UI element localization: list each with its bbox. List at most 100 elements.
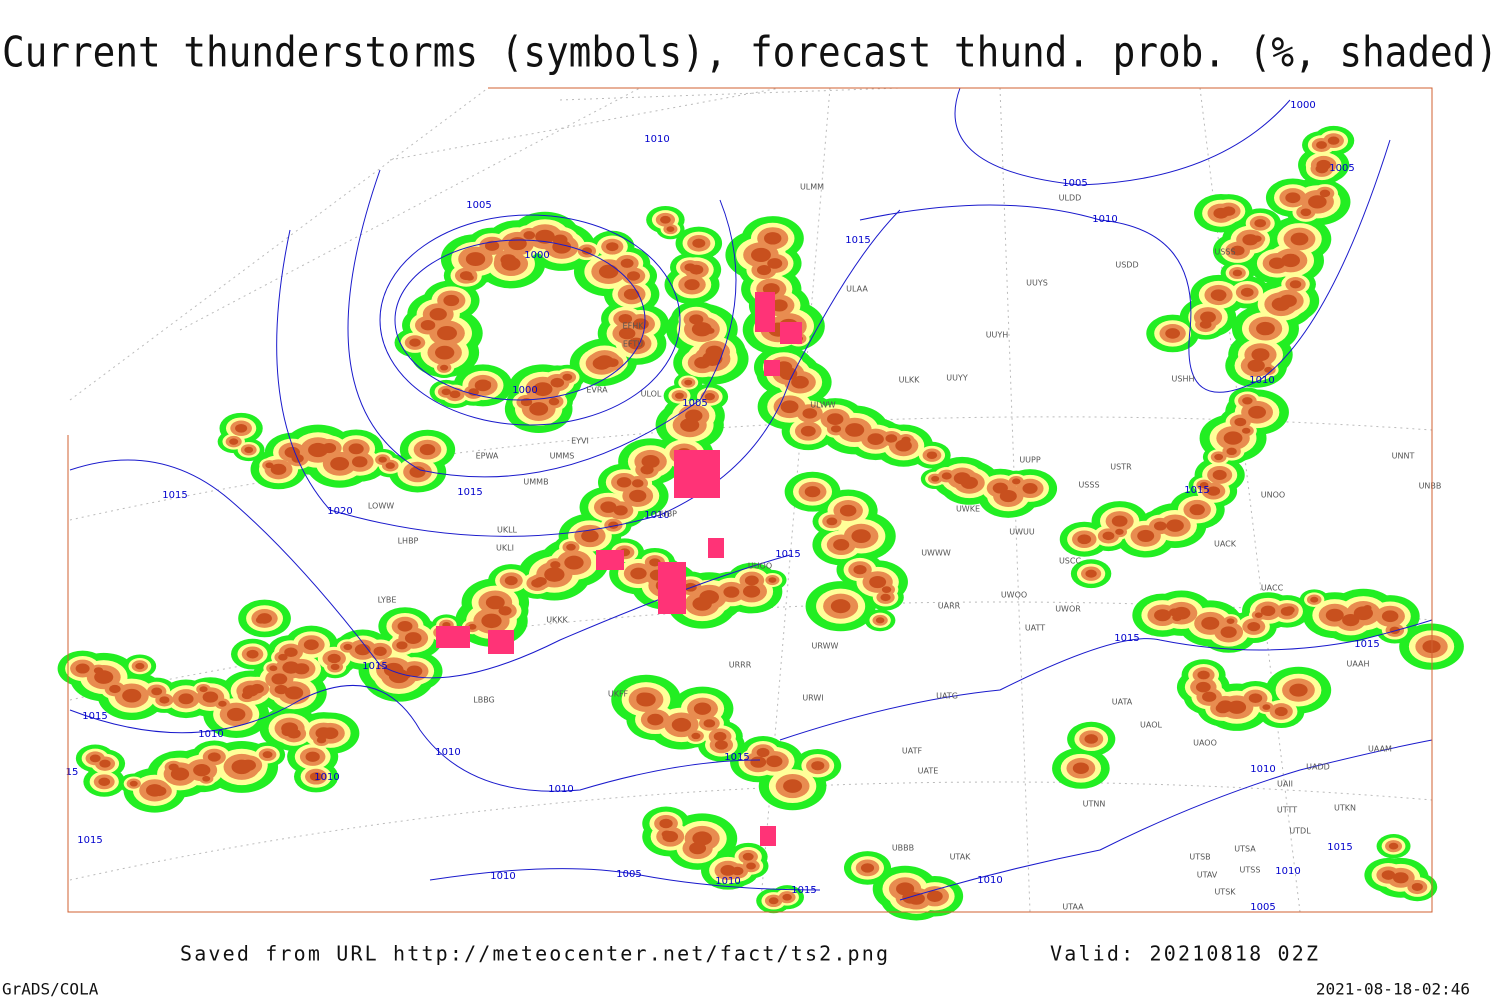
shade-patch (636, 692, 656, 707)
shade-patch (845, 423, 865, 437)
isobar-label: 1010 (644, 510, 669, 521)
shade-patch (1212, 469, 1227, 480)
isobar-line (899, 739, 1433, 901)
shade-patch (1220, 626, 1237, 638)
shade-patch (1137, 529, 1155, 542)
shade-patch (826, 517, 838, 526)
isobar-label: 1010 (1250, 764, 1275, 775)
storm-symbol (436, 626, 470, 648)
station-label: UWWW (921, 549, 951, 558)
shade-patch (714, 740, 728, 750)
isobar-label: 1010 (314, 772, 339, 783)
shade-patch (802, 408, 818, 419)
timestamp: 2021-08-18-02:46 (1316, 980, 1470, 999)
station-label: UTSA (1234, 845, 1256, 854)
station-label: UTNN (1083, 800, 1106, 809)
shade-patch (830, 599, 851, 614)
shade-patch (1363, 605, 1372, 611)
station-label: UMMS (550, 452, 575, 461)
shade-patch (229, 438, 239, 445)
shade-patch (1316, 141, 1327, 149)
shade-patch (875, 617, 885, 624)
shade-patch (1256, 321, 1275, 336)
station-label: UTSK (1214, 888, 1236, 897)
isobar-label: 1000 (512, 385, 537, 396)
shade-patch (321, 442, 337, 454)
shade-patch (544, 567, 565, 582)
station-label: UUYH (986, 331, 1009, 340)
shade-patch (566, 543, 576, 551)
shade-patch (343, 643, 353, 651)
shade-patch (692, 831, 712, 846)
shade-patch (159, 696, 170, 704)
storm-symbol (764, 360, 780, 376)
isobar-line (779, 619, 1433, 741)
shade-patch (443, 294, 460, 307)
shade-patch (1262, 704, 1271, 710)
shade-patch (109, 684, 121, 694)
shade-patch (895, 439, 912, 452)
shade-patch (616, 477, 632, 488)
shade-patch (1248, 693, 1263, 703)
shade-patch (246, 649, 259, 659)
probability-shading (57, 125, 1464, 921)
isobar-line (859, 139, 1391, 393)
shade-patch (508, 237, 527, 251)
shade-patch (1223, 431, 1243, 445)
shade-patch (999, 489, 1017, 503)
isobar-label: 1015 (362, 661, 387, 672)
shade-patch (1251, 348, 1270, 362)
station-label: UAOO (1193, 739, 1217, 748)
shade-patch (1189, 504, 1205, 516)
isobar-line (69, 459, 791, 679)
station-label: UTAV (1197, 871, 1218, 880)
shade-patch (1072, 762, 1089, 774)
shade-patch (1232, 269, 1243, 277)
storm-symbol (708, 538, 724, 558)
shade-patch (89, 754, 101, 763)
shade-patch (600, 501, 617, 513)
shade-patch (800, 425, 816, 437)
shade-patch (409, 338, 421, 347)
shade-patch (613, 505, 628, 516)
shade-patch (1290, 232, 1309, 246)
shade-patch (869, 575, 887, 589)
shade-patch (768, 577, 777, 583)
station-label: UAAM (1368, 745, 1392, 754)
shade-patch (1165, 328, 1181, 339)
station-label: UTSS (1240, 866, 1261, 875)
shade-patch (274, 684, 288, 695)
shade-patch (397, 620, 413, 632)
shade-patch (606, 242, 619, 252)
shade-patch (804, 486, 821, 498)
shade-patch (742, 585, 761, 598)
shade-patch (548, 397, 560, 406)
shade-patch (242, 685, 259, 697)
shade-patch (1319, 189, 1331, 198)
station-label: UNNT (1392, 452, 1415, 461)
shade-patch (1217, 700, 1234, 713)
shade-patch (1242, 397, 1253, 405)
shade-patch (270, 463, 287, 475)
shade-patch (782, 893, 792, 901)
shade-patch (1285, 192, 1301, 204)
station-label: USTR (1110, 463, 1132, 472)
isobar-label: 1015 (775, 549, 800, 560)
station-label: ULAA (846, 285, 868, 294)
shade-patch (284, 686, 304, 700)
shade-patch (689, 314, 704, 325)
graticule-line (389, 87, 781, 161)
shade-patch (1274, 706, 1288, 717)
shade-patch (1085, 569, 1097, 578)
isobar-label: 1000 (524, 250, 549, 261)
shade-patch (953, 472, 971, 485)
station-label: EPWA (476, 452, 499, 461)
station-label: UUPP (1019, 456, 1041, 465)
shade-patch (265, 462, 274, 469)
shade-patch (327, 653, 341, 664)
shade-patch (1210, 289, 1227, 301)
shade-patch (284, 647, 298, 658)
shade-patch (1197, 670, 1210, 680)
station-label: UMMB (523, 478, 548, 487)
shade-patch (705, 345, 724, 359)
